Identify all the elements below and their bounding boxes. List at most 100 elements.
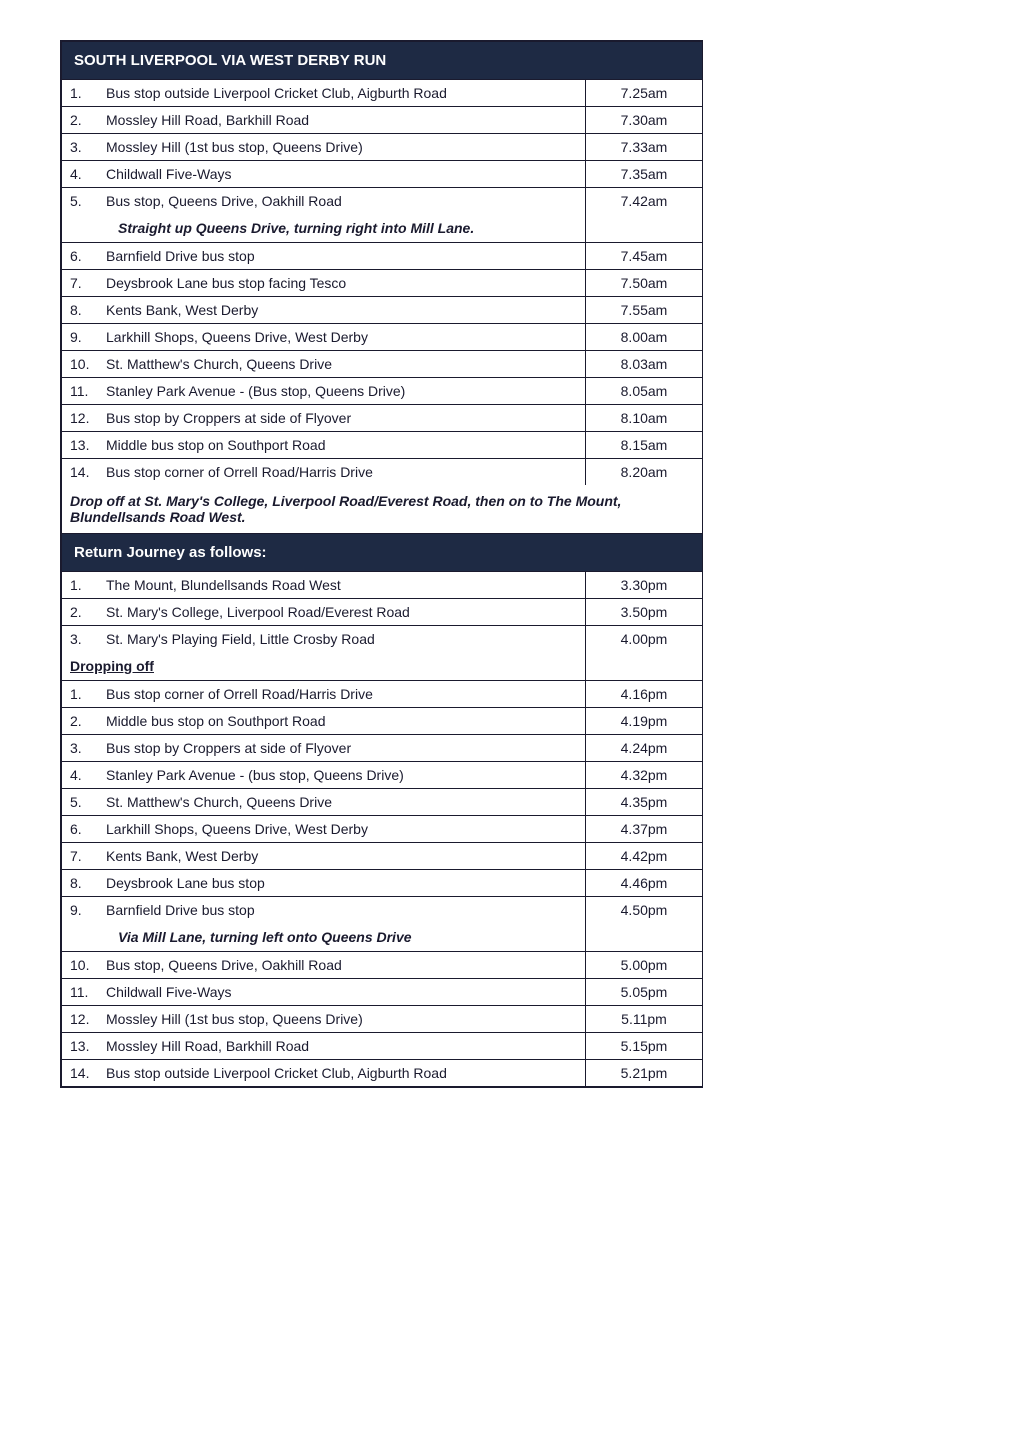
row-number: 8. <box>62 297 106 323</box>
stop-name: Middle bus stop on Southport Road <box>106 708 586 734</box>
row-number: 2. <box>62 107 106 133</box>
row-number: 2. <box>62 599 106 625</box>
return-section-3: 10.Bus stop, Queens Drive, Oakhill Road5… <box>62 952 702 1086</box>
schedule-row: 11.Stanley Park Avenue - (Bus stop, Quee… <box>62 378 702 405</box>
stop-time: 7.50am <box>586 270 702 296</box>
row-number: 12. <box>62 405 106 431</box>
stop-name: Barnfield Drive bus stop <box>106 243 586 269</box>
return-section-1: 1.The Mount, Blundellsands Road West3.30… <box>62 572 702 652</box>
schedule-row: 4.Stanley Park Avenue - (bus stop, Queen… <box>62 762 702 789</box>
stop-time: 4.32pm <box>586 762 702 788</box>
schedule-row: 13.Mossley Hill Road, Barkhill Road5.15p… <box>62 1033 702 1060</box>
schedule-row: 10.St. Matthew's Church, Queens Drive8.0… <box>62 351 702 378</box>
stop-time: 4.19pm <box>586 708 702 734</box>
stop-name: Bus stop corner of Orrell Road/Harris Dr… <box>106 681 586 707</box>
row-number: 1. <box>62 681 106 707</box>
row-number: 11. <box>62 378 106 404</box>
row-number: 11. <box>62 979 106 1005</box>
stop-time: 4.35pm <box>586 789 702 815</box>
stop-time: 4.46pm <box>586 870 702 896</box>
bus-schedule-table: SOUTH LIVERPOOL VIA WEST DERBY RUN 1.Bus… <box>60 40 703 1088</box>
schedule-row: 7.Deysbrook Lane bus stop facing Tesco7.… <box>62 270 702 297</box>
stop-name: Childwall Five-Ways <box>106 979 586 1005</box>
dropping-off-label: Dropping off <box>62 652 586 680</box>
stop-name: Stanley Park Avenue - (bus stop, Queens … <box>106 762 586 788</box>
schedule-row: 9.Larkhill Shops, Queens Drive, West Der… <box>62 324 702 351</box>
stop-name: Mossley Hill Road, Barkhill Road <box>106 1033 586 1059</box>
schedule-row: 5.Bus stop, Queens Drive, Oakhill Road7.… <box>62 188 702 214</box>
row-number: 5. <box>62 789 106 815</box>
route-note: Straight up Queens Drive, turning right … <box>106 214 586 242</box>
schedule-row: 6.Larkhill Shops, Queens Drive, West Der… <box>62 816 702 843</box>
stop-time: 7.42am <box>586 188 702 214</box>
stop-time: 4.24pm <box>586 735 702 761</box>
stop-time: 5.11pm <box>586 1006 702 1032</box>
row-number: 1. <box>62 80 106 106</box>
schedule-row: 1.The Mount, Blundellsands Road West3.30… <box>62 572 702 599</box>
schedule-row: 1.Bus stop corner of Orrell Road/Harris … <box>62 681 702 708</box>
return-journey-title: Return Journey as follows: <box>62 534 702 572</box>
stop-time: 8.05am <box>586 378 702 404</box>
stop-name: Mossley Hill (1st bus stop, Queens Drive… <box>106 1006 586 1032</box>
schedule-row: 1.Bus stop outside Liverpool Cricket Clu… <box>62 80 702 107</box>
row-number: 14. <box>62 1060 106 1086</box>
row-number: 13. <box>62 432 106 458</box>
row-number: 1. <box>62 572 106 598</box>
schedule-row: 2.St. Mary's College, Liverpool Road/Eve… <box>62 599 702 626</box>
stop-name: Mossley Hill Road, Barkhill Road <box>106 107 586 133</box>
return-section-2: 1.Bus stop corner of Orrell Road/Harris … <box>62 681 702 923</box>
stop-name: Middle bus stop on Southport Road <box>106 432 586 458</box>
schedule-row: 6.Barnfield Drive bus stop7.45am <box>62 243 702 270</box>
stop-name: Bus stop by Croppers at side of Flyover <box>106 405 586 431</box>
route-title: SOUTH LIVERPOOL VIA WEST DERBY RUN <box>62 42 702 80</box>
row-number: 10. <box>62 351 106 377</box>
schedule-row: 12.Bus stop by Croppers at side of Flyov… <box>62 405 702 432</box>
stop-time: 8.03am <box>586 351 702 377</box>
stop-time: 5.05pm <box>586 979 702 1005</box>
stop-name: Bus stop by Croppers at side of Flyover <box>106 735 586 761</box>
schedule-row: 2.Middle bus stop on Southport Road4.19p… <box>62 708 702 735</box>
schedule-row: 9.Barnfield Drive bus stop4.50pm <box>62 897 702 923</box>
stop-name: Bus stop, Queens Drive, Oakhill Road <box>106 952 586 978</box>
row-number: 3. <box>62 626 106 652</box>
stop-name: Bus stop, Queens Drive, Oakhill Road <box>106 188 586 214</box>
stop-name: Mossley Hill (1st bus stop, Queens Drive… <box>106 134 586 160</box>
stop-name: Barnfield Drive bus stop <box>106 897 586 923</box>
stop-name: St. Mary's Playing Field, Little Crosby … <box>106 626 586 652</box>
stop-time: 5.21pm <box>586 1060 702 1086</box>
stop-name: Kents Bank, West Derby <box>106 843 586 869</box>
row-number: 8. <box>62 870 106 896</box>
return-note: Via Mill Lane, turning left onto Queens … <box>106 923 586 951</box>
stop-name: The Mount, Blundellsands Road West <box>106 572 586 598</box>
outbound-section-1: 1.Bus stop outside Liverpool Cricket Clu… <box>62 80 702 214</box>
schedule-row: 14.Bus stop outside Liverpool Cricket Cl… <box>62 1060 702 1086</box>
stop-name: Bus stop corner of Orrell Road/Harris Dr… <box>106 459 586 485</box>
stop-name: Kents Bank, West Derby <box>106 297 586 323</box>
row-number: 4. <box>62 762 106 788</box>
stop-time: 8.20am <box>586 459 702 485</box>
stop-name: Stanley Park Avenue - (Bus stop, Queens … <box>106 378 586 404</box>
row-number: 3. <box>62 134 106 160</box>
stop-name: Deysbrook Lane bus stop facing Tesco <box>106 270 586 296</box>
row-number: 3. <box>62 735 106 761</box>
stop-time: 7.33am <box>586 134 702 160</box>
schedule-row: 5.St. Matthew's Church, Queens Drive4.35… <box>62 789 702 816</box>
row-number: 6. <box>62 816 106 842</box>
schedule-row: 12.Mossley Hill (1st bus stop, Queens Dr… <box>62 1006 702 1033</box>
stop-time: 7.35am <box>586 161 702 187</box>
schedule-row: 14.Bus stop corner of Orrell Road/Harris… <box>62 459 702 485</box>
stop-time: 3.50pm <box>586 599 702 625</box>
stop-name: Deysbrook Lane bus stop <box>106 870 586 896</box>
stop-time: 8.15am <box>586 432 702 458</box>
stop-name: St. Matthew's Church, Queens Drive <box>106 789 586 815</box>
stop-name: St. Mary's College, Liverpool Road/Evere… <box>106 599 586 625</box>
stop-time: 4.37pm <box>586 816 702 842</box>
dropoff-note: Drop off at St. Mary's College, Liverpoo… <box>62 485 702 534</box>
stop-time: 3.30pm <box>586 572 702 598</box>
row-number: 7. <box>62 270 106 296</box>
stop-name: Larkhill Shops, Queens Drive, West Derby <box>106 324 586 350</box>
schedule-row: 2.Mossley Hill Road, Barkhill Road7.30am <box>62 107 702 134</box>
row-number: 9. <box>62 897 106 923</box>
stop-time: 7.45am <box>586 243 702 269</box>
row-number: 12. <box>62 1006 106 1032</box>
